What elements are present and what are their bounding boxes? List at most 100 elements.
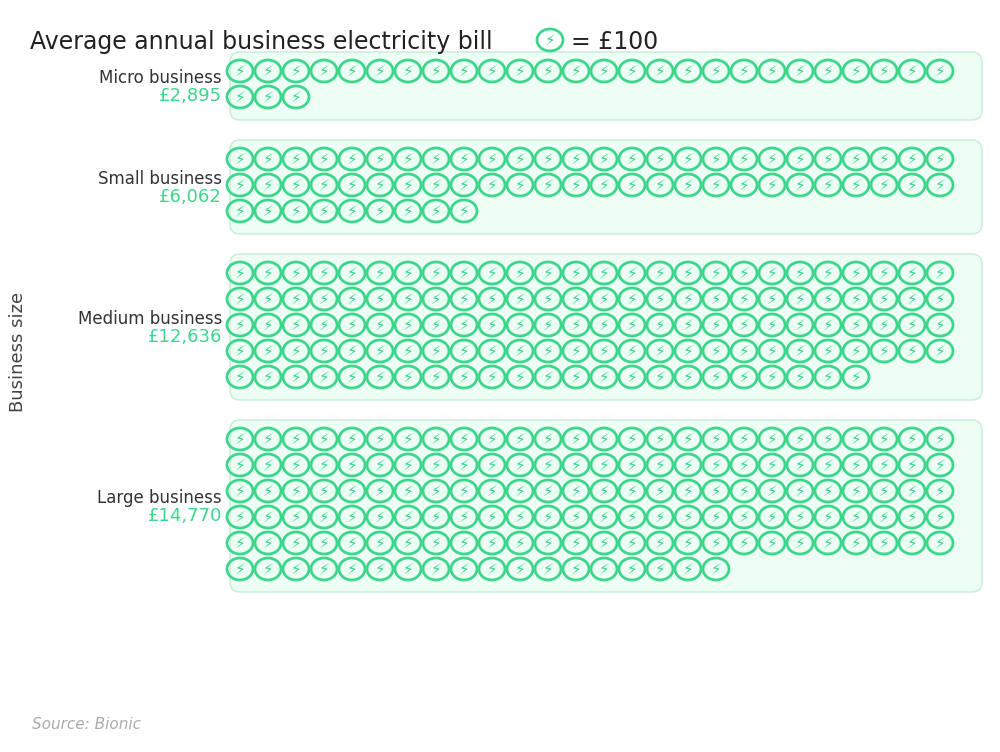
Text: ⚡: ⚡ <box>459 63 469 78</box>
Text: ⚡: ⚡ <box>879 344 889 359</box>
Text: ⚡: ⚡ <box>319 562 329 577</box>
Text: ⚡: ⚡ <box>627 457 637 472</box>
Text: Small business: Small business <box>98 170 222 188</box>
Text: ⚡: ⚡ <box>935 292 945 307</box>
Text: ⚡: ⚡ <box>823 510 833 524</box>
Text: ⚡: ⚡ <box>459 369 469 384</box>
Text: ⚡: ⚡ <box>823 457 833 472</box>
Text: ⚡: ⚡ <box>907 432 917 447</box>
Text: Large business: Large business <box>97 489 222 507</box>
Text: ⚡: ⚡ <box>403 344 413 359</box>
Text: ⚡: ⚡ <box>879 457 889 472</box>
Text: ⚡: ⚡ <box>823 535 833 550</box>
Text: ⚡: ⚡ <box>347 177 357 193</box>
Text: ⚡: ⚡ <box>599 63 609 78</box>
Text: ⚡: ⚡ <box>739 369 749 384</box>
Text: ⚡: ⚡ <box>795 369 805 384</box>
Text: ⚡: ⚡ <box>879 292 889 307</box>
Text: ⚡: ⚡ <box>347 265 357 280</box>
Text: ⚡: ⚡ <box>599 151 609 166</box>
Text: ⚡: ⚡ <box>263 317 273 332</box>
Text: ⚡: ⚡ <box>795 63 805 78</box>
Text: ⚡: ⚡ <box>795 177 805 193</box>
Text: ⚡: ⚡ <box>683 317 693 332</box>
Text: ⚡: ⚡ <box>823 292 833 307</box>
Text: ⚡: ⚡ <box>627 369 637 384</box>
Text: ⚡: ⚡ <box>655 265 665 280</box>
Text: ⚡: ⚡ <box>599 510 609 524</box>
Text: ⚡: ⚡ <box>375 535 385 550</box>
Text: ⚡: ⚡ <box>459 484 469 499</box>
Text: ⚡: ⚡ <box>795 484 805 499</box>
Text: ⚡: ⚡ <box>487 265 497 280</box>
Text: ⚡: ⚡ <box>599 177 609 193</box>
Text: ⚡: ⚡ <box>403 63 413 78</box>
Text: ⚡: ⚡ <box>907 317 917 332</box>
Text: ⚡: ⚡ <box>515 510 525 524</box>
Text: ⚡: ⚡ <box>543 177 553 193</box>
Text: ⚡: ⚡ <box>571 369 581 384</box>
Text: ⚡: ⚡ <box>711 484 721 499</box>
Text: ⚡: ⚡ <box>571 177 581 193</box>
Text: ⚡: ⚡ <box>263 344 273 359</box>
Text: ⚡: ⚡ <box>487 317 497 332</box>
Text: ⚡: ⚡ <box>683 151 693 166</box>
Text: ⚡: ⚡ <box>263 484 273 499</box>
Text: ⚡: ⚡ <box>935 484 945 499</box>
Text: ⚡: ⚡ <box>487 344 497 359</box>
Text: ⚡: ⚡ <box>767 484 777 499</box>
Text: ⚡: ⚡ <box>655 344 665 359</box>
Text: ⚡: ⚡ <box>711 344 721 359</box>
Text: ⚡: ⚡ <box>571 317 581 332</box>
Text: ⚡: ⚡ <box>935 177 945 193</box>
Text: ⚡: ⚡ <box>375 344 385 359</box>
Text: ⚡: ⚡ <box>375 484 385 499</box>
Text: ⚡: ⚡ <box>403 562 413 577</box>
Text: ⚡: ⚡ <box>879 177 889 193</box>
Text: ⚡: ⚡ <box>459 510 469 524</box>
Text: ⚡: ⚡ <box>683 177 693 193</box>
Text: ⚡: ⚡ <box>235 535 245 550</box>
Text: ⚡: ⚡ <box>851 369 861 384</box>
Text: ⚡: ⚡ <box>795 317 805 332</box>
Text: ⚡: ⚡ <box>823 177 833 193</box>
Text: ⚡: ⚡ <box>655 457 665 472</box>
Text: ⚡: ⚡ <box>347 151 357 166</box>
Text: ⚡: ⚡ <box>851 484 861 499</box>
Text: ⚡: ⚡ <box>319 369 329 384</box>
Text: ⚡: ⚡ <box>655 151 665 166</box>
Text: ⚡: ⚡ <box>571 292 581 307</box>
Text: ⚡: ⚡ <box>515 457 525 472</box>
Text: ⚡: ⚡ <box>655 317 665 332</box>
Text: ⚡: ⚡ <box>319 151 329 166</box>
Text: ⚡: ⚡ <box>263 177 273 193</box>
Text: ⚡: ⚡ <box>739 265 749 280</box>
Text: ⚡: ⚡ <box>599 484 609 499</box>
Text: ⚡: ⚡ <box>263 63 273 78</box>
Text: ⚡: ⚡ <box>739 510 749 524</box>
Text: ⚡: ⚡ <box>487 369 497 384</box>
Text: ⚡: ⚡ <box>655 535 665 550</box>
Text: ⚡: ⚡ <box>767 151 777 166</box>
FancyBboxPatch shape <box>230 52 982 120</box>
Text: ⚡: ⚡ <box>515 265 525 280</box>
Text: ⚡: ⚡ <box>795 265 805 280</box>
Text: ⚡: ⚡ <box>347 562 357 577</box>
Text: ⚡: ⚡ <box>235 369 245 384</box>
Text: ⚡: ⚡ <box>655 432 665 447</box>
Text: ⚡: ⚡ <box>935 63 945 78</box>
Text: ⚡: ⚡ <box>627 432 637 447</box>
Text: ⚡: ⚡ <box>599 344 609 359</box>
Text: ⚡: ⚡ <box>375 317 385 332</box>
Text: ⚡: ⚡ <box>683 510 693 524</box>
Text: ⚡: ⚡ <box>487 432 497 447</box>
Text: Source: Bionic: Source: Bionic <box>32 717 141 732</box>
Text: ⚡: ⚡ <box>767 369 777 384</box>
Text: ⚡: ⚡ <box>263 535 273 550</box>
Text: ⚡: ⚡ <box>879 265 889 280</box>
Text: ⚡: ⚡ <box>515 535 525 550</box>
Text: ⚡: ⚡ <box>291 177 301 193</box>
Text: ⚡: ⚡ <box>403 535 413 550</box>
Text: ⚡: ⚡ <box>375 510 385 524</box>
Text: ⚡: ⚡ <box>375 177 385 193</box>
